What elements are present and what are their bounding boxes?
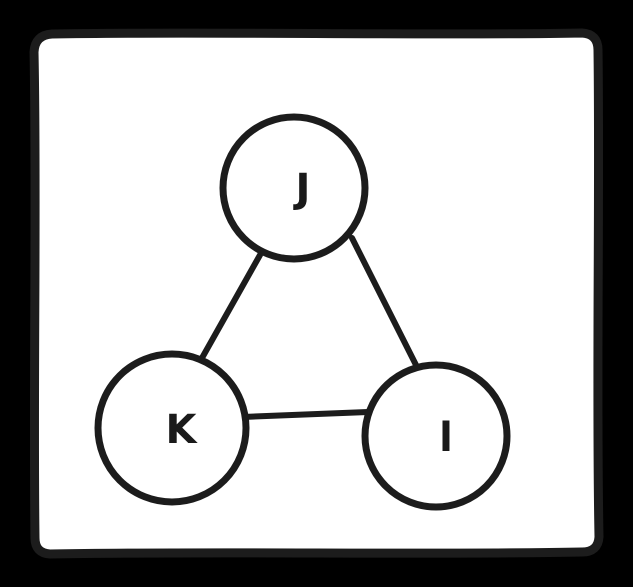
node-l-circle — [361, 361, 511, 511]
node-k-label: K — [166, 407, 199, 453]
edge-j-k — [199, 252, 263, 361]
node-j-circle — [219, 113, 369, 263]
node-k: K — [94, 350, 250, 506]
edge-k-l — [240, 409, 371, 420]
node-j: J — [219, 113, 369, 263]
node-j-label: J — [293, 166, 311, 212]
node-k-circle — [94, 350, 250, 506]
node-l: l — [361, 361, 511, 511]
edge-j-l — [349, 235, 419, 368]
node-l-label: l — [439, 415, 453, 461]
